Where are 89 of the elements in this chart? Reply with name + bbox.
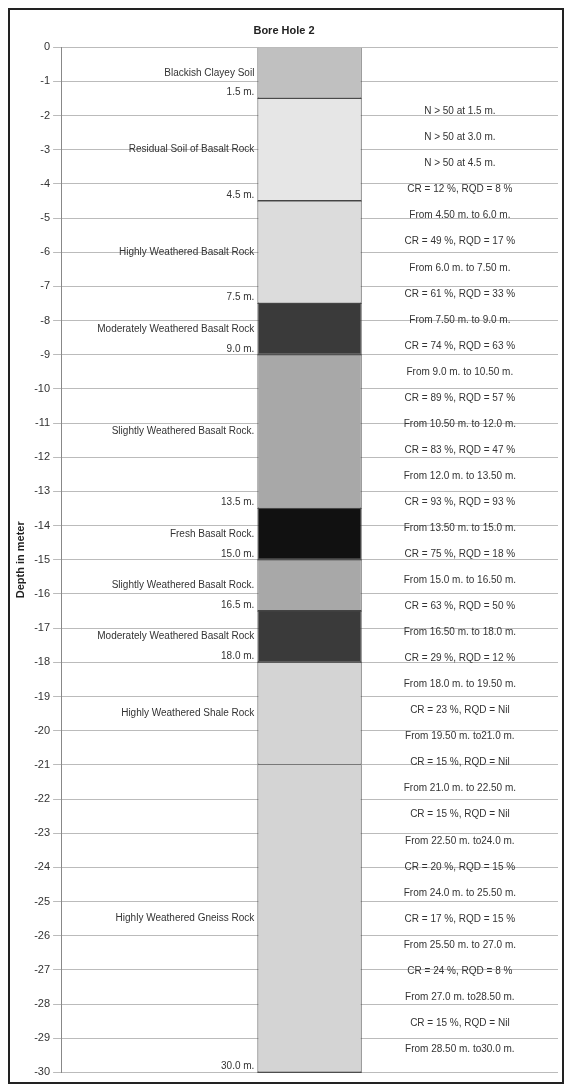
series-label: Fresh Basalt Rock. <box>169 527 255 539</box>
series-label: Highly Weathered Gneiss Rock <box>115 912 256 924</box>
annotation: CR = 15 %, RQD = Nil <box>410 756 510 768</box>
annotation: N > 50 at 4.5 m. <box>424 157 496 169</box>
annotation: From 24.0 m. to 25.50 m. <box>403 886 516 898</box>
ref-line-label: 30.0 m. <box>221 1060 255 1072</box>
y-tick-label: 0 <box>43 40 51 53</box>
annotation: N > 50 at 1.5 m. <box>424 105 496 117</box>
ref-line-label: 1.5 m. <box>226 86 255 98</box>
annotation: CR = 29 %, RQD = 12 % <box>404 652 516 664</box>
y-tick-label: -2 <box>40 108 51 121</box>
annotation: CR = 17 %, RQD = 15 % <box>404 912 516 924</box>
annotation: CR = 89 %, RQD = 57 % <box>404 391 516 403</box>
series-label: Moderately Weathered Basalt Rock <box>97 322 256 334</box>
annotation: CR = 15 %, RQD = Nil <box>410 1016 510 1028</box>
y-tick-label: -13 <box>34 484 51 497</box>
y-tick-label: -12 <box>34 450 51 463</box>
y-tick-label: -11 <box>35 416 51 429</box>
y-tick-label: -17 <box>34 621 51 634</box>
annotation: CR = 74 %, RQD = 63 % <box>404 339 516 351</box>
y-tick-label: -27 <box>34 962 51 975</box>
ref-line-label: 7.5 m. <box>226 291 255 303</box>
annotation: CR = 83 %, RQD = 47 % <box>404 443 516 455</box>
annotation: From 7.50 m. to 9.0 m. <box>409 313 511 325</box>
annotation: From 25.50 m. to 27.0 m. <box>403 938 516 950</box>
annotation: CR = 63 %, RQD = 50 % <box>404 600 516 612</box>
annotation: CR = 61 %, RQD = 33 % <box>404 287 516 299</box>
y-tick-label: -10 <box>34 381 51 394</box>
annotation: CR = 23 %, RQD = Nil <box>410 704 510 716</box>
annotation: CR = 15 %, RQD = Nil <box>410 808 510 820</box>
annotation: CR = 49 %, RQD = 17 % <box>404 235 516 247</box>
annotation: CR = 75 %, RQD = 18 % <box>404 548 516 560</box>
y-tick-label: -20 <box>34 723 51 736</box>
annotation: From 19.50 m. to21.0 m. <box>405 730 515 742</box>
y-tick-label: -24 <box>34 860 51 873</box>
annotation: From 13.50 m. to 15.0 m. <box>403 521 516 533</box>
annotation: From 28.50 m. to30.0 m. <box>405 1042 515 1054</box>
series-label: Highly Weathered Basalt Rock <box>118 245 256 257</box>
series-label: Highly Weathered Shale Rock <box>121 707 256 719</box>
ref-line-label: 13.5 m. <box>221 496 255 508</box>
annotation: From 18.0 m. to 19.50 m. <box>403 678 516 690</box>
y-axis-title: Depth in meter <box>13 520 26 599</box>
ref-line-label: 9.0 m. <box>226 342 255 354</box>
annotation: CR = 24 %, RQD = 8 % <box>407 964 513 976</box>
annotation: From 16.50 m. to 18.0 m. <box>403 626 516 638</box>
y-tick-label: -26 <box>34 928 51 941</box>
y-tick-label: -23 <box>34 826 51 839</box>
y-tick-label: -19 <box>34 689 51 702</box>
ref-line-label: 15.0 m. <box>221 547 255 559</box>
annotation: From 22.50 m. to24.0 m. <box>405 834 515 846</box>
annotation: CR = 12 %, RQD = 8 % <box>407 183 513 195</box>
annotation: From 15.0 m. to 16.50 m. <box>403 574 516 586</box>
y-tick-label: -5 <box>40 211 51 224</box>
y-tick-label: -21 <box>34 757 51 770</box>
annotation: From 12.0 m. to 13.50 m. <box>403 469 516 481</box>
annotation: N > 50 at 3.0 m. <box>424 131 496 143</box>
annotation: CR = 93 %, RQD = 93 % <box>404 495 516 507</box>
ref-line-label: 18.0 m. <box>221 650 255 662</box>
annotation: From 4.50 m. to 6.0 m. <box>409 209 511 221</box>
y-tick-label: -6 <box>40 245 51 258</box>
annotation: From 6.0 m. to 7.50 m. <box>409 261 511 273</box>
ref-line-label: 16.5 m. <box>221 598 255 610</box>
y-tick-label: -22 <box>34 792 51 805</box>
annotation: From 27.0 m. to28.50 m. <box>405 990 515 1002</box>
y-tick-label: -8 <box>40 313 51 326</box>
y-tick-label: -3 <box>40 142 51 155</box>
y-tick-label: -9 <box>40 347 51 360</box>
y-tick-label: -28 <box>34 997 51 1010</box>
y-tick-label: -1 <box>40 74 51 87</box>
series-label: Blackish Clayey Soil <box>164 66 255 78</box>
y-tick-label: -25 <box>34 894 51 907</box>
annotation: From 21.0 m. to 22.50 m. <box>403 782 516 794</box>
y-tick-label: -4 <box>40 176 51 189</box>
y-tick-label: -15 <box>34 552 51 565</box>
y-tick-label: -30 <box>34 1065 51 1078</box>
y-tick-label: -18 <box>34 655 51 668</box>
y-tick-label: -14 <box>34 518 51 531</box>
series-label: Slightly Weathered Basalt Rock. <box>111 579 255 591</box>
series-label: Moderately Weathered Basalt Rock <box>97 630 256 642</box>
chart-title: Bore Hole 2 <box>253 23 315 36</box>
y-tick-label: -16 <box>34 587 51 599</box>
y-tick-label: -29 <box>34 1031 51 1044</box>
series-label: Slightly Weathered Basalt Rock. <box>111 425 255 437</box>
annotation: From 10.50 m. to 12.0 m. <box>403 417 516 429</box>
ref-line-label: 4.5 m. <box>226 188 255 200</box>
series-label: Residual Soil of Basalt Rock <box>128 143 256 155</box>
annotation: From 9.0 m. to 10.50 m. <box>406 365 514 377</box>
y-tick-label: -7 <box>40 279 51 292</box>
annotation: CR = 20 %, RQD = 15 % <box>404 860 516 872</box>
